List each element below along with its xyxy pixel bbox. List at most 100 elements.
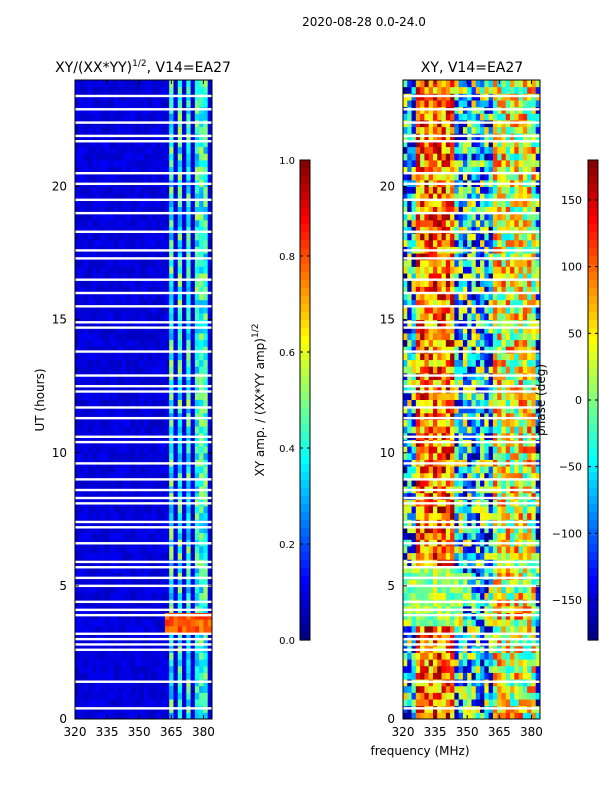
heatmap-cell — [186, 346, 192, 354]
heatmap-cell — [122, 665, 127, 673]
heatmap-cell — [113, 392, 119, 400]
heatmap-cell — [467, 585, 472, 594]
heatmap-cell — [454, 472, 460, 480]
heatmap-cell — [100, 359, 106, 367]
heatmap-cell — [96, 632, 102, 640]
heatmap-cell — [415, 346, 421, 354]
heatmap-cell — [139, 206, 144, 214]
heatmap-cell — [160, 273, 166, 281]
heatmap-cell — [450, 426, 455, 434]
heatmap-cell — [126, 352, 132, 361]
heatmap-cell — [454, 339, 460, 347]
heatmap-cell — [407, 512, 413, 520]
heatmap-cell — [420, 139, 425, 148]
heatmap-cell — [83, 665, 89, 673]
heatmap-cell — [177, 652, 183, 660]
heatmap-cell — [428, 339, 434, 347]
heatmap-cell — [164, 406, 170, 414]
heatmap-cell — [134, 166, 140, 174]
heatmap-cell — [117, 193, 123, 201]
heatmap-cell — [152, 639, 157, 647]
heatmap-cell — [458, 579, 464, 587]
heatmap-cell — [79, 665, 85, 673]
heatmap-cell — [458, 266, 464, 274]
heatmap-cell — [156, 146, 162, 154]
heatmap-cell — [126, 226, 132, 234]
heatmap-cell — [454, 286, 460, 294]
heatmap-cell — [126, 253, 132, 261]
heatmap-cell — [177, 446, 183, 454]
heatmap-cell — [75, 565, 80, 574]
heatmap-cell — [117, 585, 123, 594]
heatmap-cell — [407, 86, 413, 94]
heatmap-cell — [109, 279, 115, 287]
heatmap-cell — [122, 406, 127, 414]
colorbar-tick-label: 0.0 — [279, 636, 295, 647]
heatmap-cell — [87, 299, 93, 307]
heatmap-cell — [475, 193, 481, 201]
heatmap-cell — [79, 692, 85, 700]
heatmap-cell — [471, 406, 477, 414]
heatmap-cell — [428, 506, 434, 514]
heatmap-cell — [147, 652, 153, 660]
heatmap-cell — [432, 259, 438, 267]
heatmap-cell — [169, 173, 174, 181]
heatmap-cell — [104, 332, 110, 341]
heatmap-cell — [134, 392, 140, 400]
heatmap-cell — [462, 479, 468, 487]
heatmap-cell — [130, 632, 136, 640]
heatmap-cell — [203, 339, 209, 347]
heatmap-cell — [83, 685, 89, 693]
heatmap-cell — [411, 139, 417, 148]
heatmap-cell — [199, 685, 204, 693]
heatmap-cell — [113, 652, 119, 660]
heatmap-cell — [203, 213, 209, 221]
heatmap-cell — [203, 672, 209, 680]
heatmap-cell — [113, 199, 119, 207]
heatmap-cell — [182, 446, 187, 454]
flagged-row — [75, 648, 212, 651]
heatmap-cell — [471, 659, 477, 667]
heatmap-cell — [432, 213, 438, 221]
heatmap-cell — [182, 346, 187, 354]
heatmap-cell — [160, 279, 166, 287]
heatmap-cell — [424, 266, 430, 274]
heatmap-cell — [169, 446, 174, 454]
heatmap-cell — [186, 525, 192, 534]
heatmap-cell — [454, 299, 460, 307]
heatmap-cell — [160, 359, 166, 367]
heatmap-cell — [117, 159, 123, 168]
heatmap-cell — [87, 233, 93, 241]
heatmap-cell — [126, 406, 132, 414]
heatmap-cell — [450, 259, 455, 267]
heatmap-cell — [96, 579, 102, 587]
heatmap-cell — [415, 572, 421, 580]
heatmap-cell — [96, 326, 102, 334]
heatmap-cell — [186, 565, 192, 574]
heatmap-cell — [424, 279, 430, 287]
heatmap-cell — [411, 219, 417, 227]
heatmap-cell — [445, 113, 451, 121]
heatmap-cell — [471, 639, 477, 647]
heatmap-cell — [403, 412, 408, 420]
heatmap-cell — [207, 80, 213, 88]
heatmap-cell — [462, 572, 468, 580]
heatmap-cell — [445, 366, 451, 374]
heatmap-cell — [450, 446, 455, 454]
heatmap-cell — [130, 113, 136, 121]
heatmap-cell — [403, 193, 408, 201]
heatmap-cell — [109, 692, 115, 700]
heatmap-cell — [186, 512, 192, 520]
heatmap-cell — [177, 346, 183, 354]
heatmap-cell — [156, 113, 162, 121]
heatmap-cell — [475, 386, 481, 394]
heatmap-cell — [147, 366, 153, 374]
heatmap-cell — [467, 273, 472, 281]
heatmap-cell — [199, 472, 204, 480]
heatmap-cell — [130, 206, 136, 214]
heatmap-cell — [458, 685, 464, 693]
heatmap-cell — [428, 426, 434, 434]
heatmap-cell — [432, 419, 438, 427]
heatmap-cell — [100, 466, 106, 474]
heatmap-cell — [79, 166, 85, 174]
